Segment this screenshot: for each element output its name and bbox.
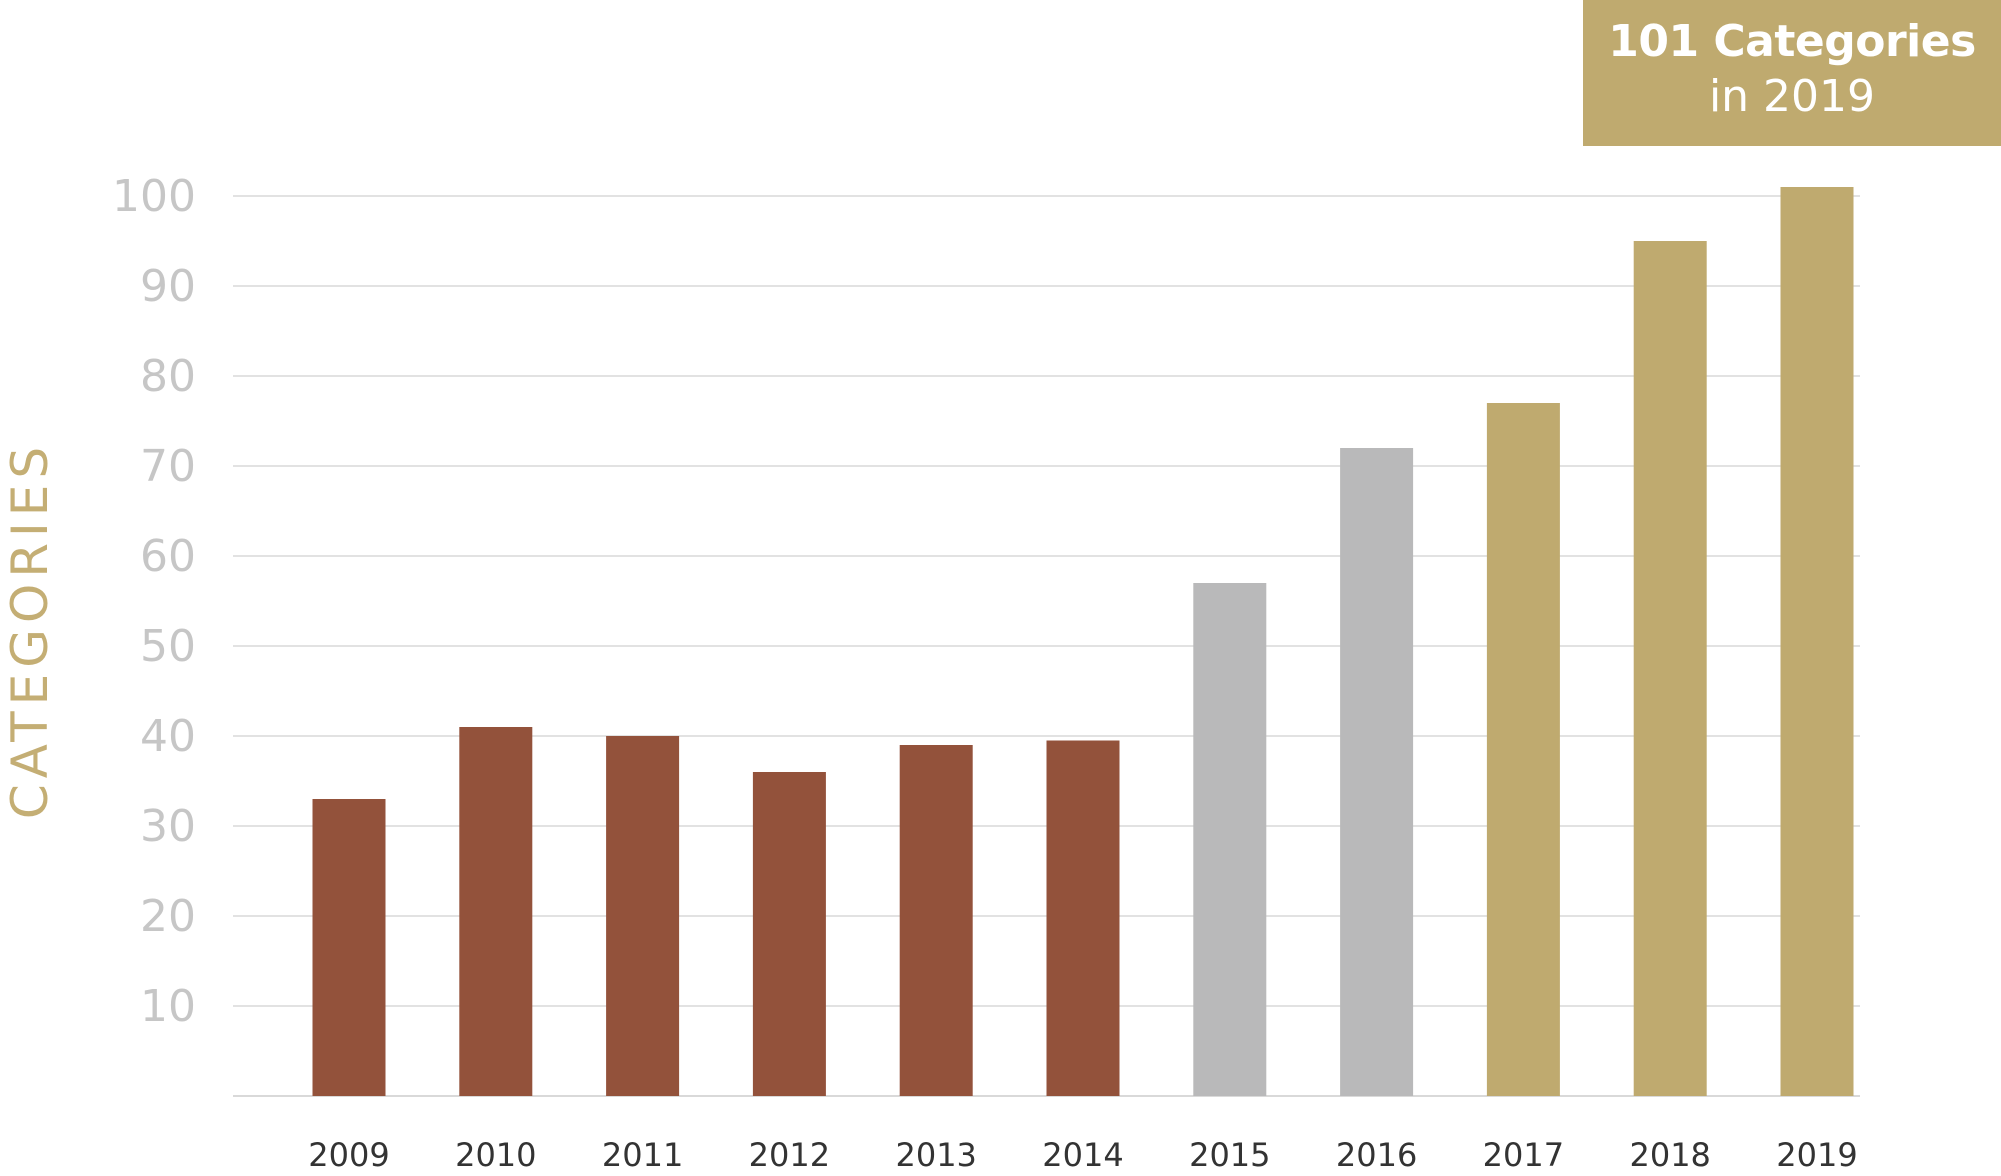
- bar-2017: [1486, 403, 1560, 1096]
- y-tick-label: 50: [140, 621, 196, 672]
- x-tick-label: 2019: [1776, 1136, 1857, 1174]
- x-tick-label: 2013: [895, 1136, 976, 1174]
- y-axis-ticks: 10 20 30 40 50 60 70 80 90 100: [112, 171, 196, 1032]
- bar-2019: [1780, 187, 1854, 1096]
- y-tick-label: 80: [140, 351, 196, 402]
- x-tick-label: 2014: [1042, 1136, 1123, 1174]
- x-tick-label: 2010: [455, 1136, 536, 1174]
- y-tick-label: 90: [140, 261, 196, 312]
- highlight-callout: 101 Categories in 2019: [1583, 0, 2001, 146]
- bars: [312, 187, 1854, 1096]
- bar-2011: [606, 736, 680, 1096]
- callout-headline: 101 Categories: [1608, 16, 1976, 67]
- bar-2012: [752, 772, 826, 1096]
- x-tick-label: 2017: [1483, 1136, 1564, 1174]
- bar-2009: [312, 799, 386, 1096]
- bar-2010: [459, 727, 533, 1096]
- bar-2015: [1193, 583, 1267, 1096]
- x-tick-label: 2009: [308, 1136, 389, 1174]
- callout-subline: in 2019: [1708, 71, 1876, 122]
- y-tick-label: 20: [140, 891, 196, 942]
- y-axis-title: CATEGORIES: [1, 440, 59, 820]
- y-tick-label: 100: [112, 171, 196, 222]
- y-tick-label: 30: [140, 801, 196, 852]
- y-tick-label: 40: [140, 711, 196, 762]
- y-tick-label: 70: [140, 441, 196, 492]
- x-tick-label: 2012: [749, 1136, 830, 1174]
- x-tick-label: 2016: [1336, 1136, 1417, 1174]
- x-axis-ticks: 2009 2010 2011 2012 2013 2014 2015 2016 2017 2018…: [308, 1136, 1857, 1174]
- bar-2018: [1633, 241, 1707, 1096]
- y-tick-label: 60: [140, 531, 196, 582]
- x-tick-label: 2015: [1189, 1136, 1270, 1174]
- bar-2013: [899, 745, 973, 1096]
- x-tick-label: 2011: [602, 1136, 683, 1174]
- x-tick-label: 2018: [1629, 1136, 1710, 1174]
- bar-2016: [1340, 448, 1414, 1096]
- y-tick-label: 10: [140, 981, 196, 1032]
- bar-2014: [1046, 740, 1120, 1096]
